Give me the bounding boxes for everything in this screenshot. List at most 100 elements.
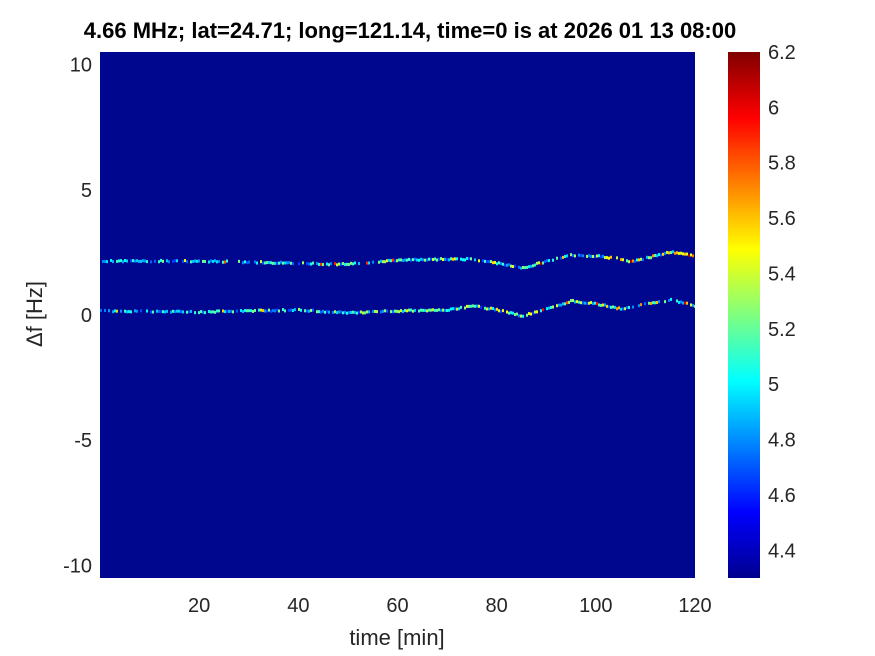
trace-pixel [384, 309, 386, 313]
trace-pixel [288, 308, 290, 312]
trace-pixel [264, 309, 266, 313]
trace-pixel [300, 308, 302, 312]
trace-pixel [278, 261, 280, 265]
trace-pixel [626, 259, 628, 263]
trace-pixel [266, 261, 268, 265]
trace-pixel [426, 258, 428, 262]
trace-pixel [198, 311, 200, 315]
trace-pixel [598, 254, 600, 258]
trace-pixel [630, 259, 632, 263]
trace-pixel [270, 309, 272, 313]
trace-pixel [412, 309, 414, 313]
trace-pixel [610, 305, 612, 309]
trace-pixel [494, 308, 496, 312]
trace-pixel [534, 263, 536, 267]
trace-pixel [246, 309, 248, 313]
trace-pixel [680, 251, 682, 255]
trace-pixel [140, 259, 142, 263]
trace-pixel [462, 258, 464, 262]
trace-pixel [192, 259, 194, 263]
trace-pixel [112, 310, 114, 314]
trace-pixel [480, 305, 482, 309]
trace-pixel [350, 261, 352, 265]
trace-pixel [540, 309, 542, 313]
colorbar-tick-label: 4.8 [768, 430, 796, 452]
trace-pixel [660, 253, 662, 257]
trace-pixel [308, 309, 310, 313]
trace-pixel [464, 258, 466, 262]
trace-pixel [430, 257, 432, 261]
trace-pixel [616, 256, 618, 260]
trace-pixel [298, 262, 300, 266]
trace-pixel [686, 252, 688, 256]
trace-pixel [328, 310, 330, 314]
trace-pixel [688, 253, 690, 257]
trace-pixel [564, 255, 566, 259]
trace-pixel [408, 308, 410, 312]
trace-pixel [532, 311, 534, 315]
trace-pixel [486, 307, 488, 311]
trace-pixel [482, 259, 484, 263]
plot-area [100, 52, 695, 578]
colorbar-tick-label: 6.2 [768, 42, 796, 64]
trace-pixel [340, 262, 342, 266]
trace-pixel [404, 258, 406, 262]
trace-pixel [372, 309, 374, 313]
trace-pixel [254, 260, 256, 264]
trace-pixel [272, 309, 274, 313]
trace-pixel [188, 310, 190, 314]
trace-pixel [444, 308, 446, 312]
trace-pixel [526, 265, 528, 269]
trace-pixel [240, 309, 242, 313]
trace-pixel [692, 254, 694, 258]
chart-title: 4.66 MHz; lat=24.71; long=121.14, time=0… [84, 18, 736, 43]
trace-pixel [218, 309, 220, 313]
trace-pixel [388, 258, 390, 262]
trace-pixel [364, 311, 366, 315]
trace-pixel [274, 309, 276, 313]
trace-pixel [416, 258, 418, 262]
trace-pixel [454, 307, 456, 311]
trace-pixel [202, 259, 204, 263]
trace-pixel [354, 310, 356, 314]
trace-pixel [394, 259, 396, 263]
trace-pixel [656, 300, 658, 304]
trace-pixel [592, 255, 594, 259]
trace-pixel [342, 311, 344, 315]
trace-pixel [194, 259, 196, 263]
trace-pixel [512, 265, 514, 269]
trace-pixel [312, 308, 314, 312]
trace-pixel [160, 310, 162, 314]
trace-pixel [520, 314, 522, 318]
trace-pixel [546, 259, 548, 263]
trace-pixel [336, 263, 338, 267]
trace-pixel [374, 309, 376, 313]
trace-pixel [474, 258, 476, 262]
trace-pixel [244, 309, 246, 313]
trace-pixel [668, 298, 670, 302]
trace-pixel [570, 253, 572, 257]
trace-pixel [456, 307, 458, 311]
trace-pixel [368, 310, 370, 314]
trace-pixel [620, 307, 622, 311]
trace-pixel [180, 310, 182, 314]
trace-pixel [380, 310, 382, 314]
trace-pixel [596, 254, 598, 258]
trace-pixel [350, 310, 352, 314]
trace-pixel [366, 261, 368, 265]
trace-pixel [264, 261, 266, 265]
trace-pixel [596, 302, 598, 306]
trace-pixel [110, 258, 112, 262]
trace-pixel [268, 261, 270, 265]
trace-pixel [438, 308, 440, 312]
trace-pixel [640, 303, 642, 307]
trace-pixel [650, 256, 652, 260]
trace-pixel [470, 257, 472, 261]
trace-pixel [560, 303, 562, 307]
trace-pixel [556, 256, 558, 260]
trace-pixel [566, 301, 568, 305]
trace-pixel [676, 251, 678, 255]
trace-pixel [176, 309, 178, 313]
trace-pixel [560, 256, 562, 260]
trace-pixel [470, 304, 472, 308]
